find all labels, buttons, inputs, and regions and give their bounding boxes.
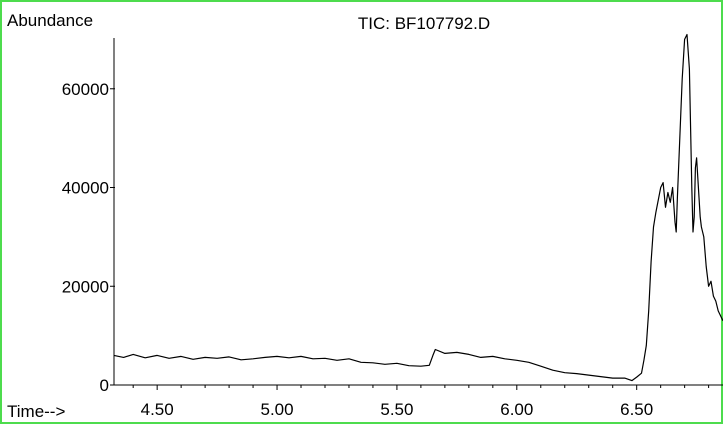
y-axis-title: Abundance — [7, 11, 93, 30]
y-tick-label: 0 — [100, 376, 109, 395]
tic-trace-line — [113, 33, 723, 382]
x-tick-label: 6.00 — [500, 400, 533, 419]
y-tick-label: 20000 — [62, 277, 109, 296]
x-tick-label: 6.50 — [620, 400, 653, 419]
chart-title: TIC: BF107792.D — [358, 14, 490, 33]
y-tick-label: 60000 — [62, 80, 109, 99]
y-tick-label: 40000 — [62, 179, 109, 198]
x-tick-label: 4.50 — [141, 400, 174, 419]
x-tick-label: 5.00 — [260, 400, 293, 419]
x-axis-title: Time--> — [7, 402, 65, 421]
x-tick-label: 5.50 — [380, 400, 413, 419]
